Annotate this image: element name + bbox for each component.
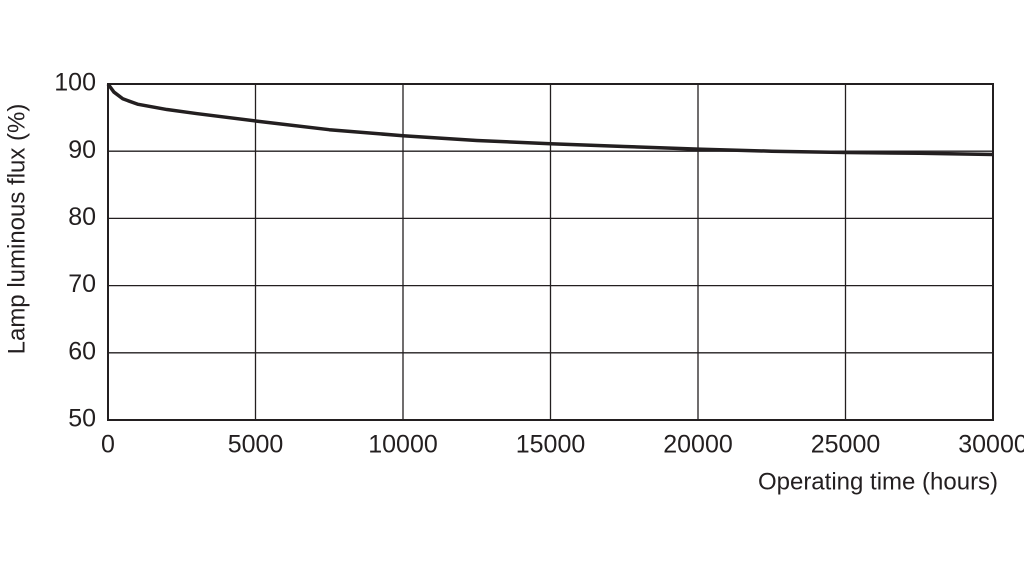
plot-frame — [107, 83, 994, 421]
y-tick-label: 70 — [68, 270, 96, 298]
y-tick-label: 100 — [54, 69, 96, 97]
y-tick-label: 80 — [68, 203, 96, 231]
x-tick-label: 5000 — [228, 431, 284, 459]
y-axis-label: Lamp luminous flux (%) — [3, 104, 30, 355]
x-tick-label: 0 — [101, 431, 115, 459]
x-tick-label: 20000 — [663, 431, 733, 459]
x-tick-label: 10000 — [368, 431, 438, 459]
y-tick-label: 50 — [68, 405, 96, 433]
y-tick-label: 60 — [68, 337, 96, 365]
y-tick-label: 90 — [68, 136, 96, 164]
x-tick-label: 30000 — [958, 431, 1024, 459]
x-axis-label: Operating time (hours) — [758, 468, 998, 495]
data-line — [106, 82, 994, 157]
x-tick-label: 25000 — [811, 431, 881, 459]
x-tick-label: 15000 — [516, 431, 586, 459]
